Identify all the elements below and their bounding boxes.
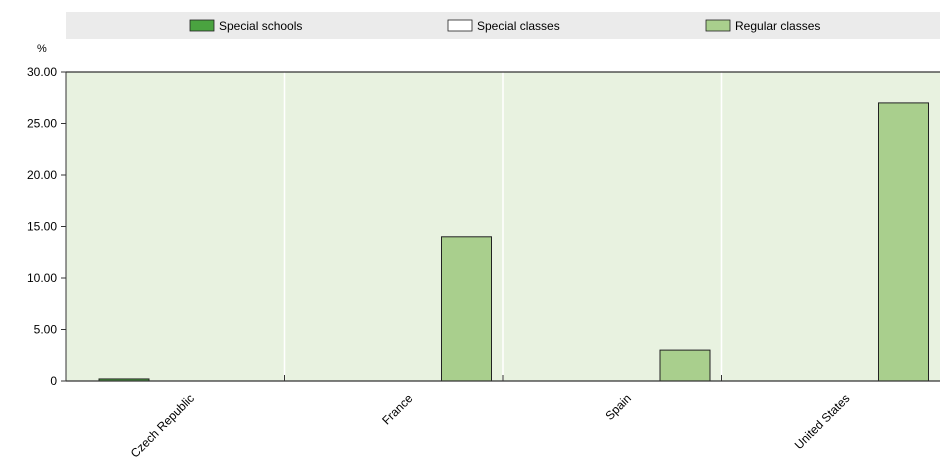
y-tick-label: 5.00 <box>34 323 58 337</box>
y-unit-label: % <box>37 43 47 55</box>
y-tick-label: 10.00 <box>27 271 57 285</box>
legend-label: Special schools <box>219 19 302 33</box>
x-tick-label: France <box>379 391 416 428</box>
y-tick-label: 30.00 <box>27 65 57 79</box>
bars <box>98 102 929 382</box>
x-tick-label: Czech Republic <box>128 391 197 460</box>
legend: Special schools Special classes Regular cl… <box>189 19 820 33</box>
x-axis-ticks: Czech Republic France Spain United States <box>128 375 853 461</box>
legend-swatch <box>705 19 731 32</box>
bar-regular-classes <box>878 102 929 382</box>
legend-label: Special classes <box>477 19 560 33</box>
category-separators <box>283 72 723 381</box>
y-axis-ticks: 0 5.00 10.00 15.00 20.00 25.00 30.00 <box>27 65 66 388</box>
legend-label: Regular classes <box>735 19 820 33</box>
y-tick-label: 0 <box>50 374 57 388</box>
x-tick-label: Spain <box>602 391 634 423</box>
x-tick-label: United States <box>792 391 853 452</box>
legend-swatch <box>447 19 473 32</box>
bar-regular-classes <box>441 236 492 382</box>
y-tick-label: 25.00 <box>27 117 57 131</box>
y-tick-label: 15.00 <box>27 220 57 234</box>
bar-regular-classes <box>659 349 711 382</box>
y-tick-label: 20.00 <box>27 168 57 182</box>
legend-swatch <box>189 19 215 32</box>
